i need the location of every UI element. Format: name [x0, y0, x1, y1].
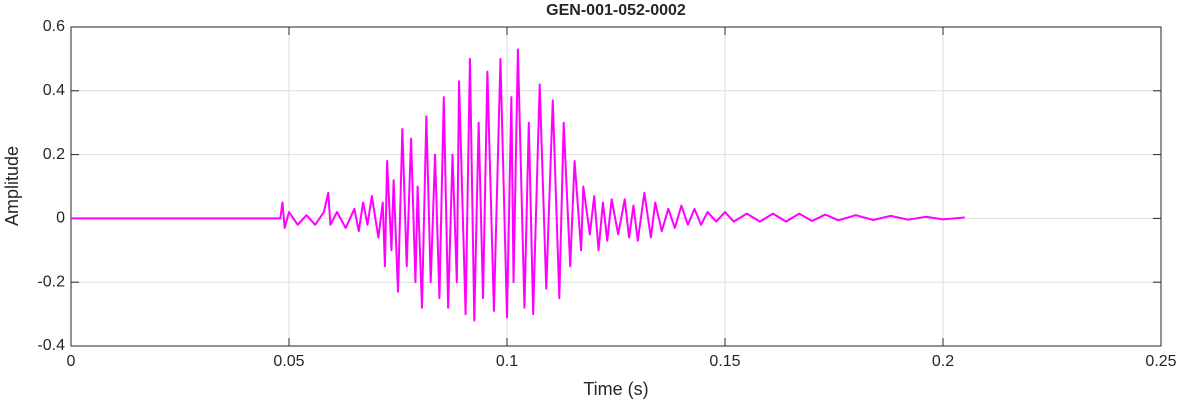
y-tick-label: 0.6 [43, 18, 65, 35]
chart-title: GEN-001-052-0002 [546, 2, 686, 19]
y-tick-label: 0.2 [43, 146, 65, 163]
x-axis-label: Time (s) [583, 379, 648, 399]
x-tick-label: 0.15 [709, 353, 740, 370]
x-tick-label: 0.1 [496, 353, 518, 370]
x-tick-label: 0.05 [273, 353, 304, 370]
y-tick-label: 0.4 [43, 82, 65, 99]
plot-frame [70, 26, 1162, 347]
y-tick-label: -0.2 [37, 273, 65, 290]
signal-line [71, 48, 965, 322]
x-tick-label: 0.2 [932, 353, 954, 370]
y-tick-label: -0.4 [37, 337, 65, 354]
y-axis-label: Amplitude [2, 146, 22, 226]
x-tick-label: 0 [67, 353, 76, 370]
x-tick-label: 0.25 [1145, 353, 1176, 370]
y-tick-label: 0 [56, 210, 65, 227]
